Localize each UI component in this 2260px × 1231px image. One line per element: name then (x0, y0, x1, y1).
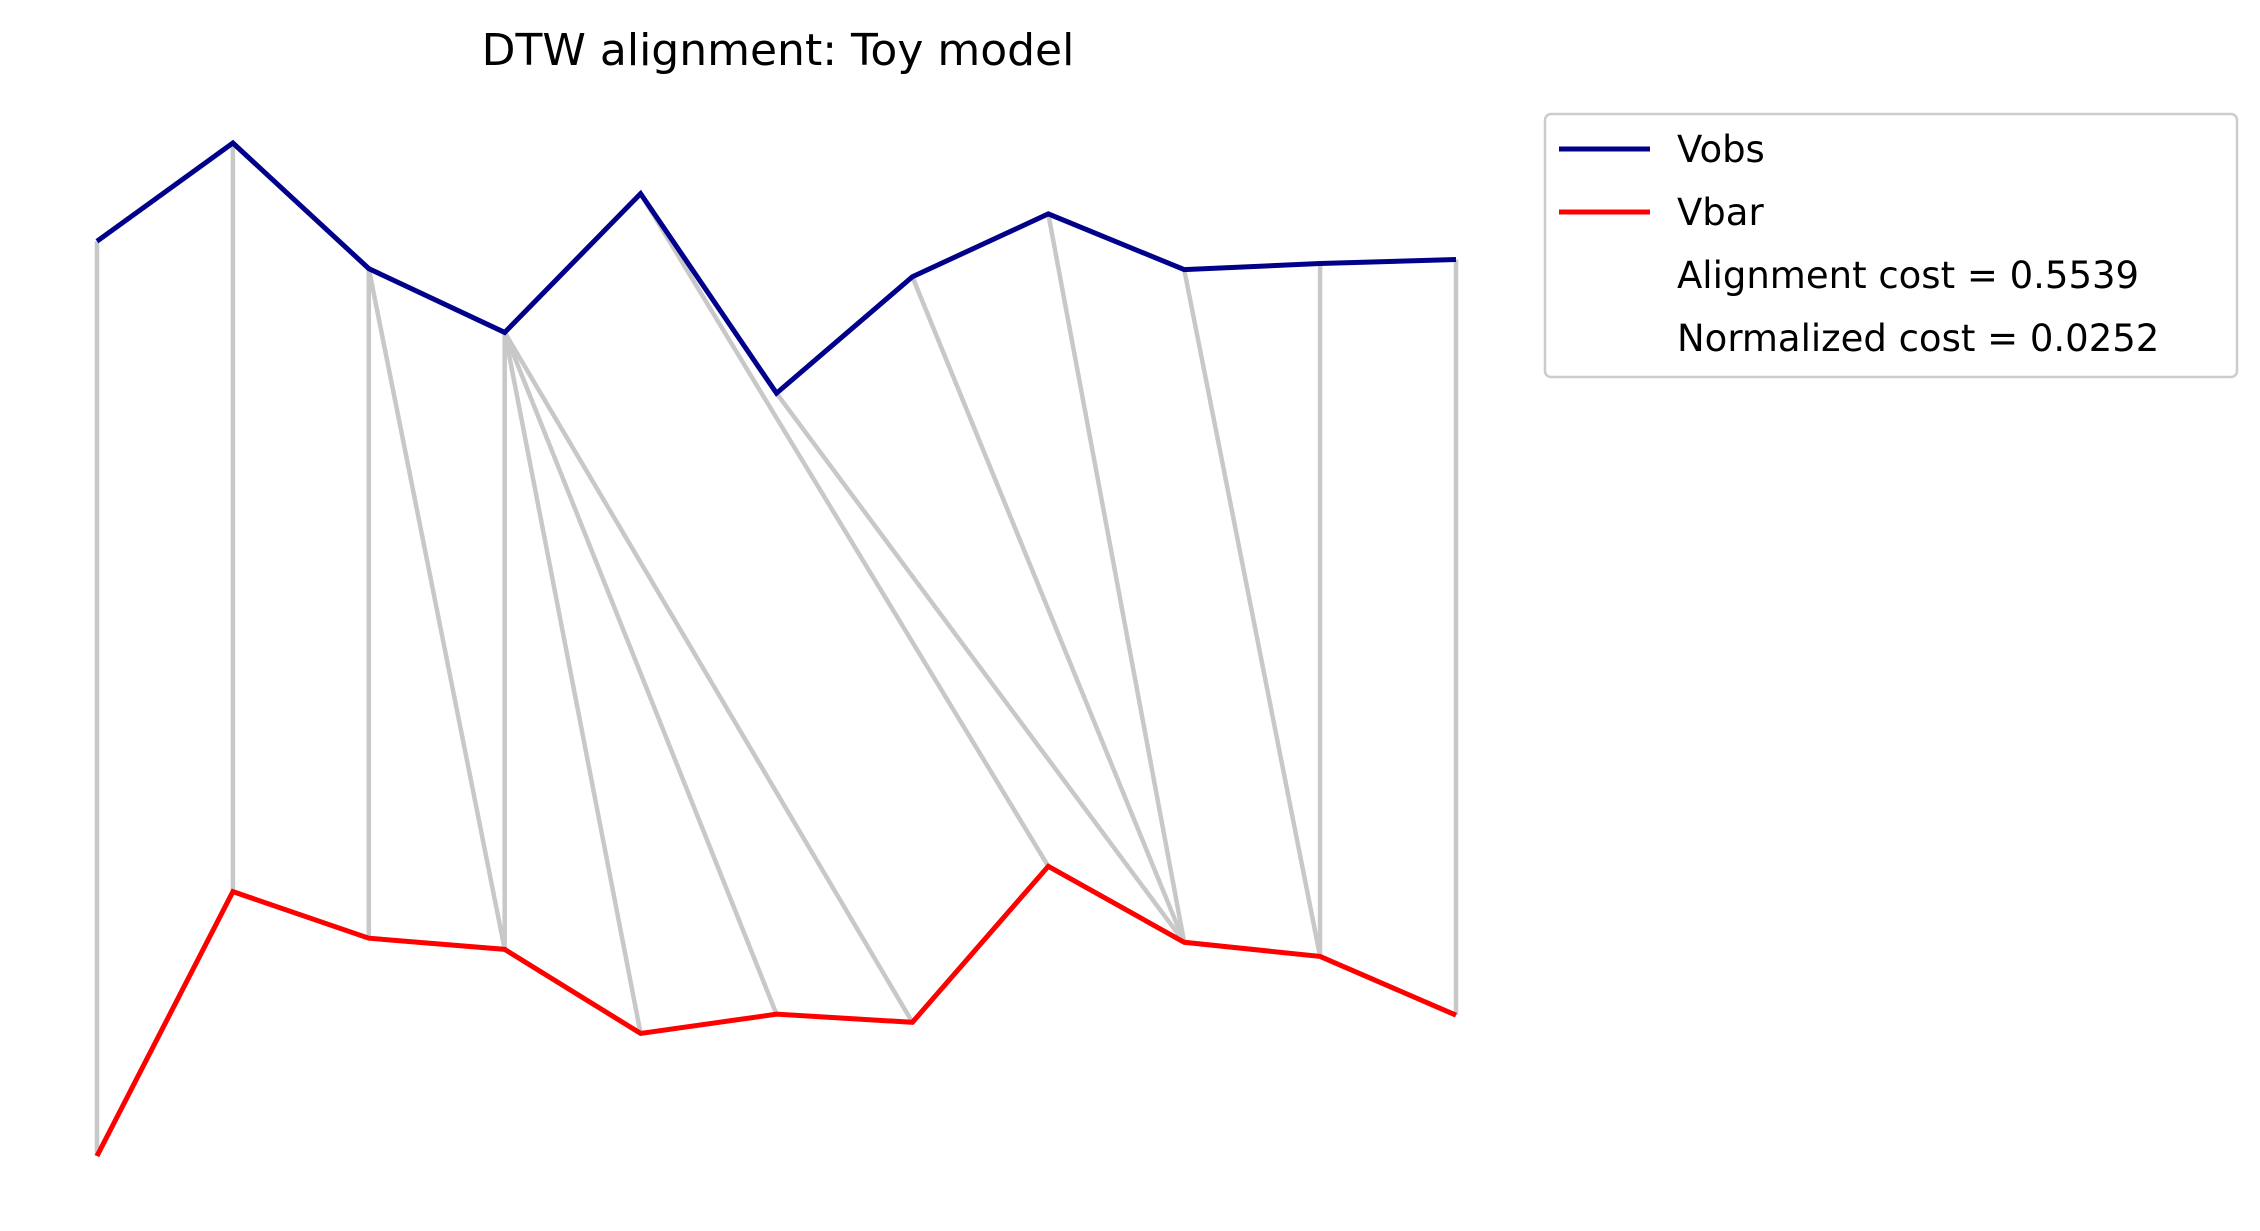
legend: Vobs Vbar Alignment cost = 0.5539 Normalize… (1543, 112, 2239, 379)
alignment-line-7-8 (1046, 213, 1187, 943)
alignment-line-6-8 (910, 275, 1187, 944)
alignment-line-3-4 (502, 332, 643, 1034)
legend-entries: Vobs Vbar Alignment cost = 0.5539 Normalize… (1559, 128, 2159, 360)
legend-label-2: Alignment cost = 0.5539 (1677, 254, 2139, 297)
legend-label-0: Vobs (1677, 128, 1765, 171)
series-line-vbar (94, 863, 1457, 1158)
alignment-line-2-3 (366, 268, 507, 950)
alignment-line-5-8 (774, 391, 1187, 944)
alignment-lines (94, 143, 1459, 1156)
series-line-vobs (95, 139, 1457, 397)
alignment-line-3-5 (502, 331, 779, 1016)
alignment-line-3-6 (502, 331, 915, 1024)
legend-frame (1543, 112, 2239, 379)
alignment-line-8-9 (1181, 269, 1323, 957)
series-lines (94, 139, 1457, 1158)
legend-label-1: Vbar (1677, 191, 1764, 234)
legend-label-3: Normalized cost = 0.0252 (1677, 317, 2159, 360)
chart-title: DTW alignment: Toy model (482, 25, 1075, 76)
alignment-line-4-7 (638, 192, 1051, 868)
